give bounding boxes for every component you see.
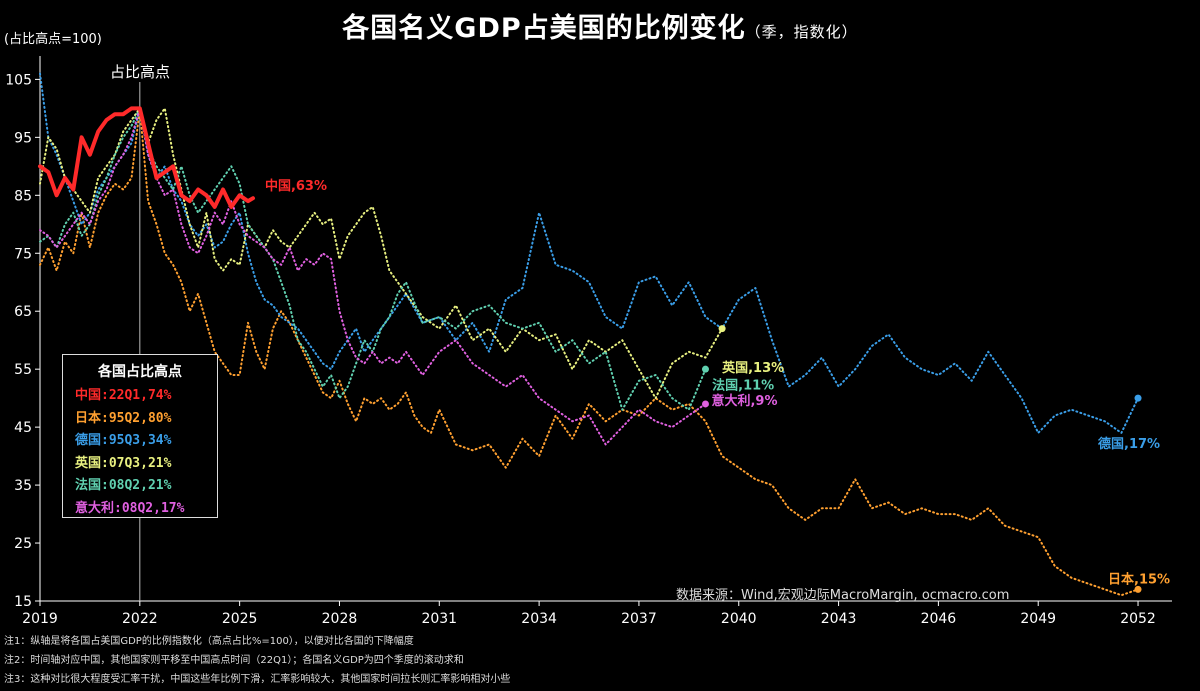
- y-tick-label: 65: [14, 304, 32, 320]
- chart-title-suffix: （季，指数化）: [745, 23, 858, 41]
- y-tick-label: 85: [14, 188, 32, 204]
- y-tick-label: 55: [14, 362, 32, 378]
- x-tick-label: 2025: [222, 611, 258, 627]
- y-tick-label: 25: [14, 536, 32, 552]
- legend-item-france: 法国:08Q2,21%: [75, 478, 172, 493]
- series-line-japan: [39, 107, 1139, 597]
- series-end-dot-uk: [718, 325, 726, 333]
- chart-axes: 15 25 35 45 55 65 75 85 95 105 2019 2022 2025 2028 203…: [5, 56, 1172, 627]
- series-end-dot-japan: [1134, 585, 1142, 593]
- legend-item-japan: 日本:95Q2,80%: [75, 410, 172, 426]
- x-tick-label: 2037: [621, 611, 657, 627]
- legend-item-uk: 英国:07Q3,21%: [75, 455, 172, 471]
- series-end-dot-germany: [1134, 394, 1142, 402]
- peak-marker-label: 占比高点: [110, 63, 171, 81]
- footnote-2: 注2：时间轴对应中国，其他国家则平移至中国高点时间（22Q1）；各国名义GDP为…: [4, 655, 464, 666]
- x-tick-label: 2034: [521, 611, 557, 627]
- y-tick-label: 45: [14, 420, 32, 436]
- series-end-dot-france: [701, 365, 709, 373]
- series-end-dot-italy: [701, 400, 709, 408]
- x-tick-label: 2052: [1120, 611, 1156, 627]
- legend-title: 各国占比高点: [98, 364, 182, 380]
- y-tick-label: 15: [14, 594, 32, 610]
- x-tick-label: 2031: [421, 611, 457, 627]
- chart-series: 日本,15% 德国,17% 英国,13%法国,11%意大利,9% 中国,63%: [38, 72, 1170, 597]
- chart-title-main: 各国名义GDP占美国的比例变化: [342, 13, 746, 44]
- y-tick-label: 75: [14, 246, 32, 262]
- data-source: 数据来源：Wind,宏观边际MacroMargin, ocmacro.com: [676, 588, 1010, 603]
- footnote-1: 注1：纵轴是将各国占美国GDP的比例指数化（高点占比%=100），以便对比各国的…: [4, 636, 414, 647]
- footnote-3: 注3：这种对比很大程度受汇率干扰，中国这些年比例下滑，汇率影响较大，其他国家时间…: [4, 674, 511, 685]
- chart-title: 各国名义GDP占美国的比例变化（季，指数化）: [0, 6, 1200, 45]
- x-tick-label: 2022: [122, 611, 158, 627]
- series-end-label-italy: 意大利,9%: [711, 393, 777, 409]
- y-tick-label: 95: [14, 130, 32, 146]
- y-tick-label: 35: [14, 478, 32, 494]
- y-unit-label: (占比高点=100): [4, 32, 102, 47]
- x-tick-label: 2049: [1020, 611, 1056, 627]
- x-tick-label: 2043: [821, 611, 857, 627]
- series-end-label-germany: 德国,17%: [1098, 436, 1160, 452]
- series-end-label-china: 中国,63%: [265, 178, 327, 194]
- legend-item-italy: 意大利:08Q2,17%: [75, 500, 185, 516]
- peak-legend: 各国占比高点 中国:22Q1,74% 日本:95Q2,80% 德国:95Q3,3…: [62, 354, 218, 518]
- legend-item-germany: 德国:95Q3,34%: [75, 433, 172, 448]
- x-tick-label: 2028: [322, 611, 358, 627]
- y-tick-label: 105: [5, 72, 32, 88]
- footnotes: 注1：纵轴是将各国占美国GDP的比例指数化（高点占比%=100），以便对比各国的…: [4, 632, 510, 689]
- series-line-germany: [39, 72, 1139, 434]
- x-tick-label: 2019: [22, 611, 58, 627]
- series-end-label-japan: 日本,15%: [1108, 571, 1170, 587]
- series-line-china: [38, 106, 255, 209]
- series-end-label-france: 法国,11%: [712, 377, 774, 393]
- x-tick-label: 2040: [721, 611, 757, 627]
- series-line-italy: [39, 107, 707, 446]
- series-line-france: [39, 107, 707, 411]
- series-end-label-uk: 英国,13%: [721, 360, 784, 376]
- legend-item-china: 中国:22Q1,74%: [75, 388, 172, 403]
- x-tick-label: 2046: [921, 611, 957, 627]
